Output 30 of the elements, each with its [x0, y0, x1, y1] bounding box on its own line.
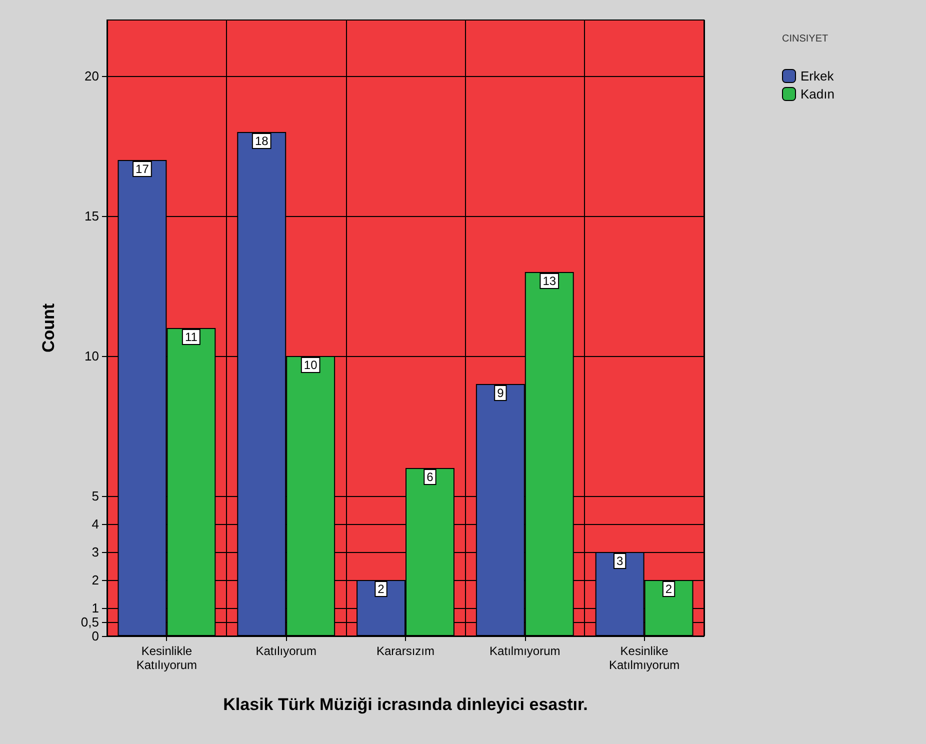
- y-axis-title: Count: [39, 303, 58, 353]
- y-tick-label: 1: [92, 600, 99, 616]
- x-tick-label: Kesinlike Katılmıyorum: [608, 644, 680, 672]
- data-label: 6: [426, 470, 434, 484]
- x-axis-title: Klasik Türk Müziği icrasında dinleyici esastır.: [223, 695, 588, 714]
- data-label: 11: [184, 330, 198, 344]
- x-tick-label: Kararsızım: [376, 644, 435, 658]
- legend-title: CINSIYET: [782, 34, 828, 44]
- data-label: 9: [497, 386, 504, 400]
- y-tick-label: 4: [92, 516, 99, 532]
- legend-label: Kadın: [800, 86, 834, 102]
- data-label: 3: [616, 554, 624, 568]
- data-label: 17: [136, 162, 150, 176]
- data-label: 18: [254, 134, 269, 148]
- y-tick-label: 2: [92, 572, 99, 588]
- data-label: 10: [304, 358, 318, 372]
- data-label: 13: [542, 274, 556, 288]
- y-tick-label: 15: [84, 208, 99, 224]
- y-tick-label: 10: [84, 348, 99, 364]
- y-tick-label: 0,5: [80, 614, 99, 630]
- data-label: 2: [665, 582, 672, 596]
- data-label: 2: [378, 582, 385, 596]
- y-tick-label: 20: [84, 68, 99, 84]
- legend-label: Erkek: [800, 68, 834, 84]
- x-tick-label: Kesinlikle Katılıyorum: [136, 644, 198, 672]
- y-tick-label: 5: [92, 488, 99, 504]
- x-tick-label: Katılıyorum: [256, 644, 316, 658]
- y-tick-label: 0: [92, 628, 99, 644]
- y-tick-label: 3: [92, 544, 99, 560]
- x-tick-label: Katılmıyorum: [490, 644, 560, 658]
